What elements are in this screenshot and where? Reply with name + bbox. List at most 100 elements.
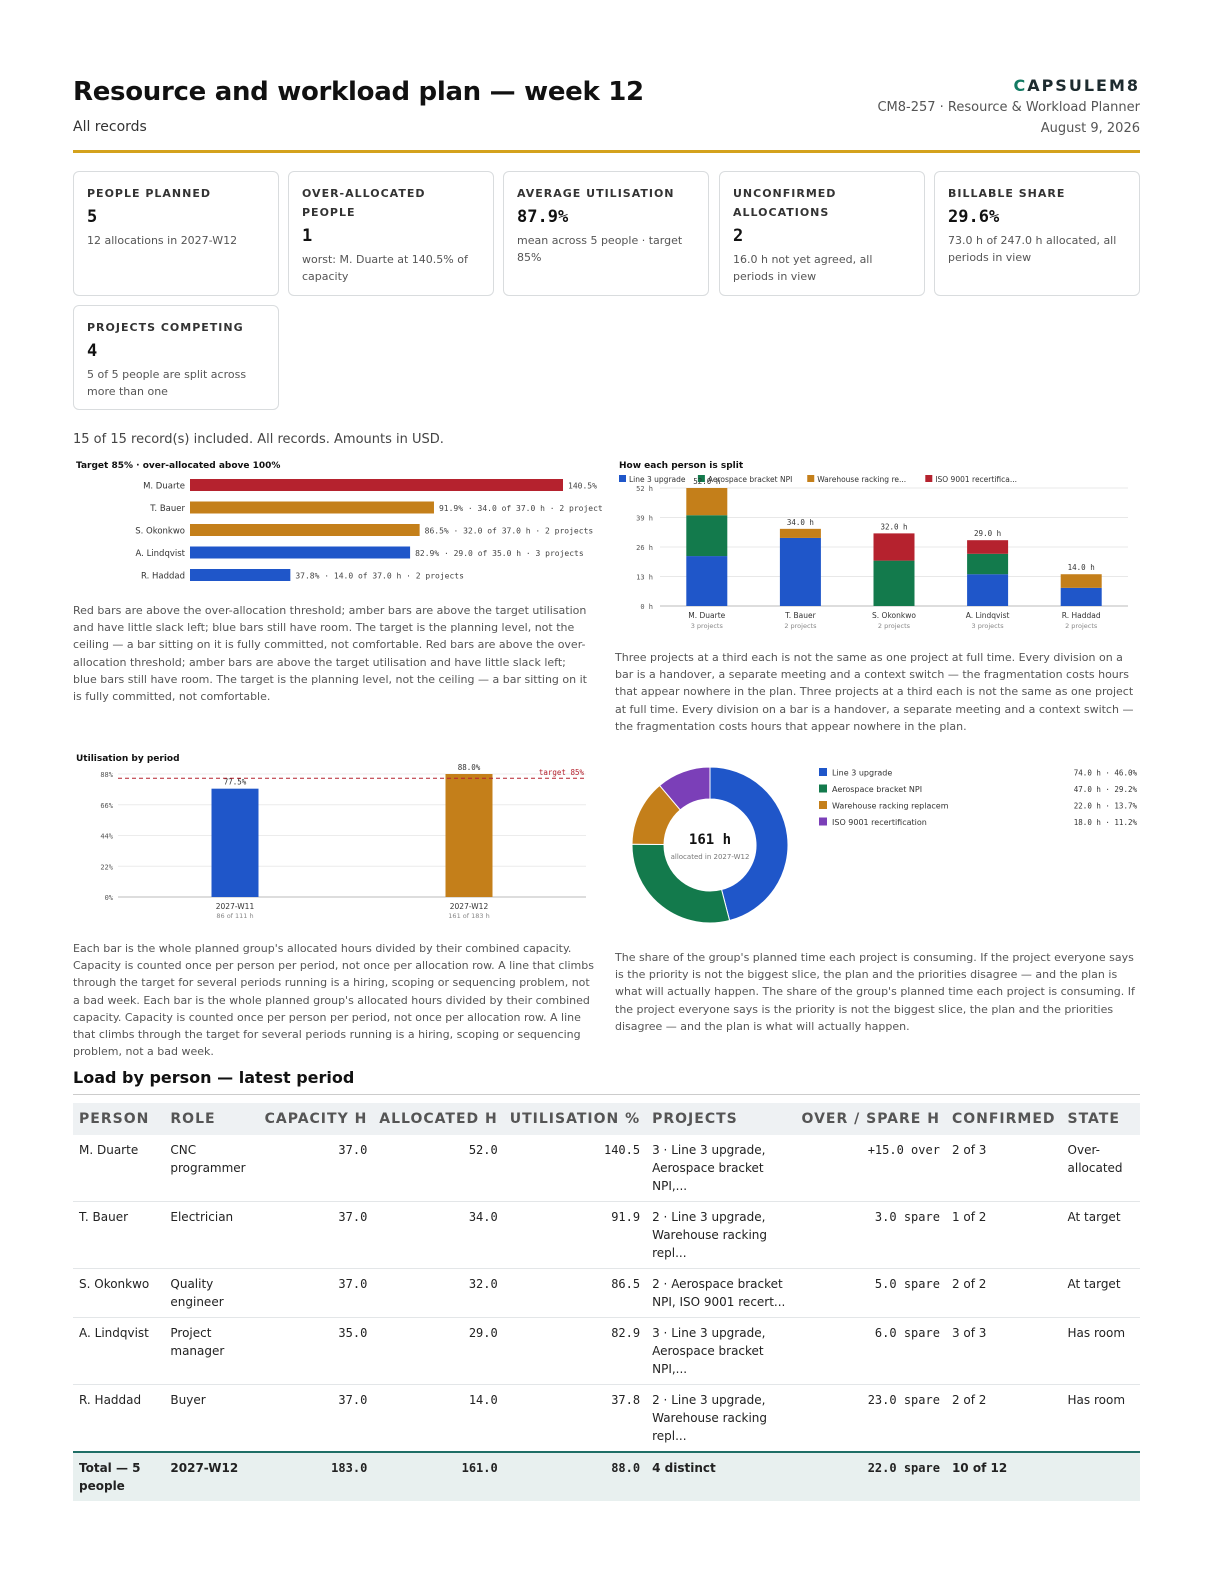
- legend-swatch: [619, 475, 626, 482]
- column-header[interactable]: CONFIRMED: [945, 1103, 1062, 1135]
- legend-label: ISO 9001 recertifica...: [935, 475, 1017, 484]
- bar-category-label: M. Duarte: [143, 482, 185, 492]
- cell-projects: 2 · Aerospace bracket NPI, ISO 9001 rece…: [646, 1268, 796, 1318]
- cell-person: Total — 5 people: [73, 1451, 165, 1501]
- report-header: Resource and workload plan — week 12 All…: [73, 74, 1140, 154]
- chart-title: Target 85% · over-allocated above 100%: [76, 461, 281, 471]
- bar-segment: [686, 488, 728, 516]
- bar: [190, 569, 291, 581]
- cell-projects: 2 · Line 3 upgrade, Warehouse racking re…: [646, 1384, 796, 1453]
- column-header[interactable]: ROLE: [164, 1103, 259, 1135]
- cell-confirmed: 2 of 2: [945, 1268, 1062, 1318]
- bar-total-label: 34.0 h: [787, 518, 814, 527]
- document-date: August 9, 2026: [1040, 121, 1140, 136]
- cell-over-spare: 22.0 spare: [795, 1451, 946, 1501]
- chart-description: The share of the group's planned time ea…: [615, 951, 1135, 1033]
- bar-data-label: 82.9% · 29.0 of 35.0 h · 3 projects: [415, 549, 584, 558]
- cell-state: Has room: [1061, 1317, 1140, 1385]
- cell-utilisation: 91.9: [503, 1201, 647, 1269]
- cell-confirmed: 2 of 2: [945, 1384, 1062, 1453]
- legend-label: Warehouse racking re...: [817, 475, 906, 484]
- legend-swatch: [819, 784, 827, 793]
- x-tick-label: 2027-W12: [450, 902, 489, 911]
- bar-segment: [967, 574, 1009, 606]
- cell-state: At target: [1061, 1268, 1140, 1318]
- x-tick-label: M. Duarte: [688, 611, 725, 620]
- cell-confirmed: 1 of 2: [945, 1201, 1062, 1269]
- cell-role: CNC programmer: [164, 1135, 259, 1202]
- y-tick-label: 39 h: [636, 515, 653, 523]
- bar-data-label: 88.0%: [458, 763, 481, 772]
- cell-capacity: 37.0: [258, 1135, 374, 1202]
- kpi-billable-share: BILLABLE SHARE 29.6% 73.0 h of 247.0 h all…: [934, 171, 1140, 296]
- y-tick-label: 44%: [100, 833, 113, 841]
- bar-category-label: R. Haddad: [141, 572, 185, 582]
- x-tick-label: A. Lindqvist: [966, 611, 1010, 620]
- table-total-row: Total — 5 people 2027-W12 183.0 161.0 88…: [73, 1451, 1140, 1501]
- x-tick-sublabel: 2 projects: [784, 622, 817, 630]
- cell-utilisation: 37.8: [503, 1384, 647, 1453]
- cell-allocated: 52.0: [373, 1135, 504, 1202]
- cell-over-spare: 3.0 spare: [795, 1201, 946, 1269]
- cell-capacity: 183.0: [258, 1451, 374, 1501]
- cell-role: Buyer: [164, 1384, 259, 1453]
- bar-segment: [1060, 574, 1102, 588]
- y-tick-label: 0%: [105, 894, 114, 902]
- table-row: S. Okonkwo Quality engineer 37.0 32.0 86…: [73, 1268, 1140, 1318]
- table-row: A. Lindqvist Project manager 35.0 29.0 8…: [73, 1317, 1140, 1385]
- cell-capacity: 37.0: [258, 1268, 374, 1318]
- cell-role: 2027-W12: [164, 1451, 259, 1501]
- cell-allocated: 14.0: [373, 1384, 504, 1453]
- cell-projects: 4 distinct: [646, 1451, 796, 1501]
- bar: [190, 546, 411, 559]
- cell-utilisation: 82.9: [503, 1317, 647, 1385]
- bar: [190, 479, 563, 491]
- cell-role: Quality engineer: [164, 1268, 259, 1318]
- cell-confirmed: 2 of 3: [945, 1135, 1062, 1202]
- cell-over-spare: +15.0 over: [795, 1135, 946, 1202]
- cell-over-spare: 5.0 spare: [795, 1268, 946, 1318]
- column-header[interactable]: ALLOCATED H: [373, 1103, 504, 1135]
- column-header[interactable]: STATE: [1061, 1103, 1140, 1135]
- column-header[interactable]: PERSON: [73, 1103, 165, 1135]
- column-header[interactable]: UTILISATION %: [503, 1103, 647, 1135]
- cell-utilisation: 88.0: [503, 1451, 647, 1501]
- legend-label: Aerospace bracket NPI: [832, 785, 922, 794]
- header-divider: [73, 150, 1140, 153]
- chart-description: Each bar is the whole planned group's al…: [73, 942, 594, 1059]
- column-header[interactable]: CAPACITY H: [258, 1103, 374, 1135]
- cell-confirmed: 3 of 3: [945, 1317, 1062, 1385]
- cell-capacity: 37.0: [258, 1201, 374, 1269]
- column-header[interactable]: OVER / SPARE H: [795, 1103, 946, 1135]
- y-tick-label: 22%: [100, 863, 113, 871]
- project-split-chart: How each person is split Line 3 upgrade A…: [615, 458, 1140, 638]
- bar-segment: [873, 560, 915, 606]
- donut-center-value: 161 h: [689, 832, 731, 848]
- table-row: R. Haddad Buyer 37.0 14.0 37.8 2 · Line …: [73, 1384, 1140, 1453]
- cell-person: S. Okonkwo: [73, 1268, 165, 1318]
- chart-description: Red bars are above the over-allocation t…: [73, 604, 587, 704]
- bar: [211, 788, 259, 897]
- bar: [445, 774, 493, 897]
- project-share-donut: 161 h allocated in 2027-W12 Line 3 upgrade…: [615, 755, 1140, 935]
- column-header[interactable]: PROJECTS: [646, 1103, 796, 1135]
- brand-logo: CAPSULEM8: [1013, 76, 1140, 95]
- x-tick-label: S. Okonkwo: [872, 611, 916, 620]
- bar-segment: [686, 515, 728, 557]
- cell-person: M. Duarte: [73, 1135, 165, 1202]
- bar-category-label: S. Okonkwo: [135, 527, 185, 537]
- x-tick-sublabel: 2 projects: [878, 622, 911, 630]
- legend-value: 47.0 h · 29.2%: [1074, 785, 1138, 794]
- page-title: Resource and workload plan — week 12: [73, 77, 644, 107]
- bar-data-label: 77.5%: [224, 778, 247, 787]
- kpi-projects-competing: PROJECTS COMPETING 4 5 of 5 people are spl…: [73, 305, 279, 410]
- y-tick-label: 66%: [100, 802, 113, 810]
- legend-swatch: [819, 768, 827, 776]
- target-label: target 85%: [539, 768, 585, 777]
- x-tick-sublabel: 86 of 111 h: [216, 912, 253, 920]
- legend-label: Line 3 upgrade: [832, 769, 892, 778]
- cell-allocated: 34.0: [373, 1201, 504, 1269]
- cell-state: At target: [1061, 1201, 1140, 1269]
- section-title: Load by person — latest period: [73, 1068, 355, 1087]
- legend-swatch: [925, 475, 933, 482]
